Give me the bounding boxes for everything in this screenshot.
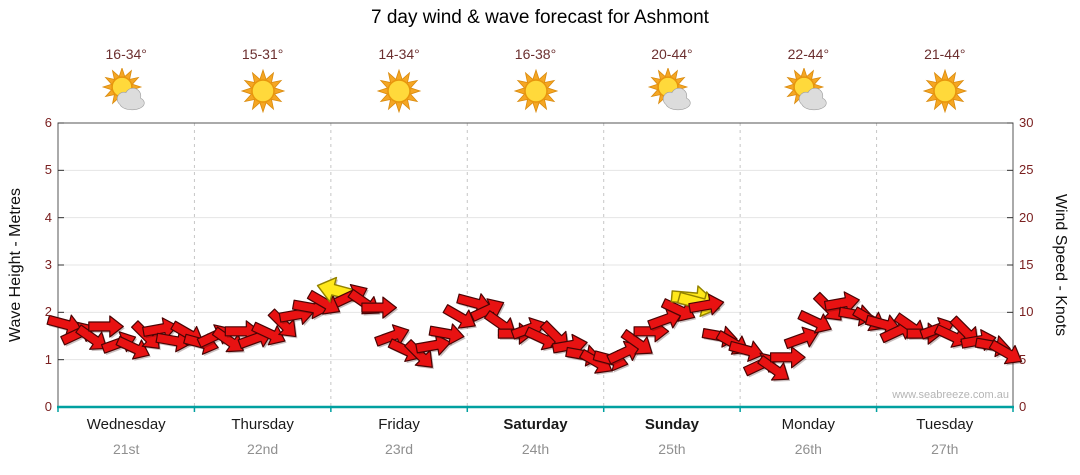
wind-arrow [374, 324, 410, 347]
wind-arrow [783, 326, 819, 350]
wind-arrow [620, 329, 653, 355]
sun-cloud-icon [101, 66, 151, 114]
left-axis-tick-label: 3 [44, 257, 52, 272]
right-axis-tick-label: 25 [1019, 162, 1034, 178]
day-temp-label: 14-34° [378, 46, 420, 62]
left-axis-tick-label: 5 [44, 162, 52, 178]
wind-arrow [442, 304, 476, 329]
right-axis-tick-label: 30 [1019, 115, 1034, 130]
wind-arrow [647, 307, 683, 331]
wind-arrow [267, 308, 297, 338]
day-temp-label: 21-44° [924, 46, 966, 62]
wind-arrow [728, 340, 765, 362]
cloud-fill [663, 88, 690, 110]
wind-arrow [115, 335, 150, 360]
wind-arrow [688, 293, 725, 316]
day-date-label: 27th [931, 441, 959, 457]
sun-core [933, 79, 957, 103]
day-name-label: Wednesday [86, 416, 166, 433]
day-temp-label: 16-34° [105, 46, 147, 62]
day-temp-label: 20-44° [651, 46, 693, 62]
wind-arrow [155, 330, 192, 353]
day-date-label: 26th [794, 441, 822, 457]
sun-cloud-icon [783, 66, 833, 114]
wind-arrow [88, 315, 124, 338]
wind-arrow [769, 346, 806, 369]
left-axis-tick-label: 2 [44, 304, 52, 320]
cloud-fill [117, 88, 145, 110]
day-temp-label: 22-44° [787, 46, 830, 62]
day-date-label: 21st [112, 441, 140, 457]
sun-core [250, 79, 275, 103]
sun-cloud-icon [647, 66, 697, 114]
day-name-label: Tuesday [916, 416, 974, 433]
chart-title: 7 day wind & wave forecast for Ashmont [371, 7, 709, 28]
wind-arrow [428, 323, 465, 346]
wind-arrow [823, 291, 860, 314]
wind-arrow [142, 317, 179, 340]
day-name-label: Thursday [231, 416, 294, 433]
day-date-label: 22nd [247, 441, 279, 457]
day-name-label: Friday [378, 416, 420, 433]
wind-arrow [251, 321, 286, 346]
day-date-label: 25th [658, 441, 686, 457]
wind-arrow [361, 296, 397, 319]
left-axis-tick-label: 1 [44, 351, 52, 367]
left-axis-tick-label: 6 [44, 115, 52, 130]
day-date-label: 24th [521, 441, 550, 457]
sun-icon [238, 68, 288, 114]
right-axis-tick-label: 10 [1019, 304, 1034, 320]
wind-arrow [404, 339, 433, 368]
wind-arrow [75, 324, 108, 350]
sun-icon [511, 68, 561, 114]
sun-core [523, 79, 548, 103]
right-axis-tick-label: 5 [1019, 351, 1027, 367]
right-axis-tick-label: 20 [1019, 209, 1034, 225]
right-axis-tick-label: 0 [1019, 399, 1027, 414]
day-name-label: Saturday [503, 416, 568, 433]
wind-arrow [797, 309, 832, 334]
day-temp-label: 15-31° [241, 46, 284, 62]
watermark: www.seabreeze.com.au [892, 389, 1009, 401]
wind-arrow [415, 333, 452, 356]
left-axis-tick-label: 0 [44, 399, 52, 414]
sun-icon [374, 68, 424, 114]
wind-arrow [757, 355, 790, 381]
sun-core [387, 79, 411, 103]
cloud-fill [799, 88, 827, 110]
wind-arrow [988, 339, 1023, 365]
day-name-label: Monday [781, 416, 836, 433]
right-axis-tick-label: 15 [1019, 257, 1034, 272]
day-date-label: 23rd [385, 441, 414, 457]
wind-arrow [211, 326, 244, 353]
day-name-label: Sunday [644, 416, 699, 433]
day-temp-label: 16-38° [514, 46, 557, 62]
left-axis-tick-label: 4 [44, 209, 52, 225]
sun-icon [920, 68, 970, 114]
